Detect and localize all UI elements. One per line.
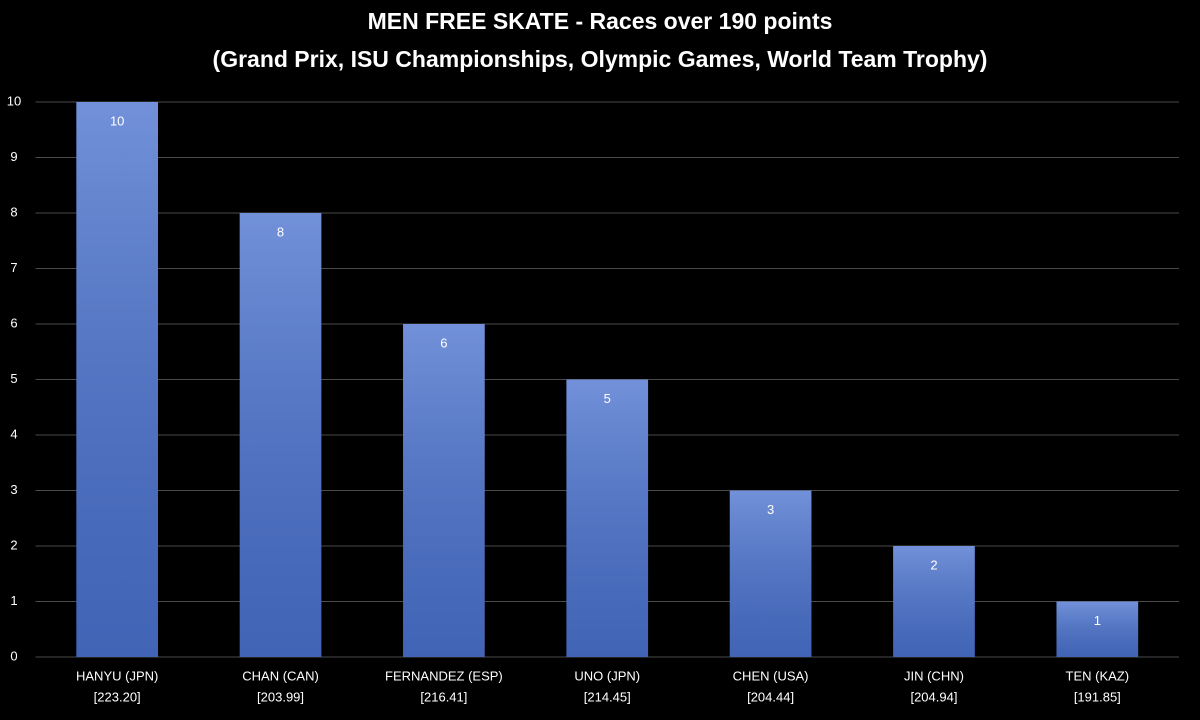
- x-tick-sublabel: [204.44]: [747, 689, 794, 704]
- bar-shade: [76, 102, 159, 657]
- y-tick-label: 4: [10, 426, 17, 441]
- x-tick-label: TEN (KAZ): [1066, 668, 1130, 683]
- value-label: 3: [767, 502, 774, 517]
- x-tick-label: CHAN (CAN): [242, 668, 319, 683]
- value-label: 6: [440, 335, 447, 350]
- x-tick-label: JIN (CHN): [904, 668, 964, 683]
- x-tick-sublabel: [191.85]: [1074, 689, 1121, 704]
- bar-shade: [1056, 601, 1139, 657]
- value-label: 10: [110, 113, 124, 128]
- y-tick-label: 6: [10, 315, 17, 330]
- y-tick-label: 10: [7, 93, 21, 108]
- bar-shade: [239, 213, 322, 657]
- y-tick-label: 0: [10, 648, 17, 663]
- value-label: 1: [1094, 613, 1101, 628]
- y-tick-label: 9: [10, 149, 17, 164]
- y-tick-label: 8: [10, 204, 17, 219]
- x-tick-label: HANYU (JPN): [76, 668, 158, 683]
- bar-shade: [729, 490, 812, 657]
- bar-shade: [893, 546, 975, 657]
- y-tick-label: 1: [10, 593, 17, 608]
- value-label: 2: [930, 557, 937, 572]
- value-label: 5: [604, 391, 611, 406]
- chart-title: MEN FREE SKATE - Races over 190 points: [368, 8, 833, 34]
- x-tick-sublabel: [223.20]: [94, 689, 141, 704]
- x-tick-sublabel: [203.99]: [257, 689, 304, 704]
- y-tick-label: 7: [10, 260, 17, 275]
- value-label: 8: [277, 224, 284, 239]
- y-tick-label: 5: [10, 371, 17, 386]
- y-tick-label: 2: [10, 537, 17, 552]
- chart-subtitle: (Grand Prix, ISU Championships, Olympic …: [213, 46, 988, 72]
- x-tick-label: FERNANDEZ (ESP): [385, 668, 503, 683]
- bar-shade: [566, 379, 649, 657]
- x-tick-label: CHEN (USA): [733, 668, 809, 683]
- y-tick-label: 3: [10, 482, 17, 497]
- x-tick-label: UNO (JPN): [574, 668, 640, 683]
- x-tick-sublabel: [216.41]: [420, 689, 467, 704]
- bar-shade: [403, 324, 485, 657]
- x-tick-sublabel: [204.94]: [910, 689, 957, 704]
- x-tick-sublabel: [214.45]: [584, 689, 631, 704]
